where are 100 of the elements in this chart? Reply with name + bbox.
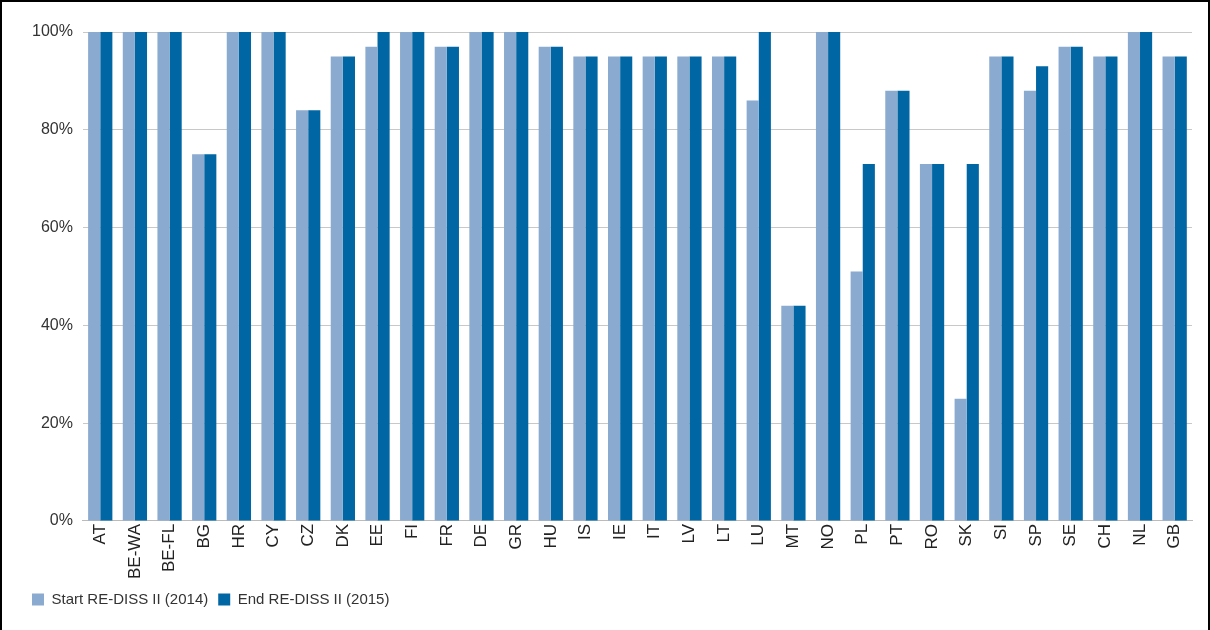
bar (1001, 56, 1014, 521)
y-tick-label: 20% (40, 413, 73, 431)
bar (642, 56, 655, 521)
bar (273, 32, 286, 521)
y-tick-label: 80% (40, 120, 73, 138)
bar (342, 56, 355, 521)
bar (793, 305, 806, 521)
bar (550, 46, 563, 521)
bar (204, 154, 217, 521)
bar (919, 164, 933, 521)
bar (850, 271, 863, 521)
bar (1140, 32, 1153, 521)
bar (1093, 56, 1106, 521)
bar (226, 32, 239, 521)
x-tick-label: HU (540, 523, 560, 549)
x-tick-label: LT (713, 523, 733, 543)
bar (169, 32, 182, 521)
x-tick-label: IE (609, 523, 629, 540)
x-tick-label: CH (1095, 523, 1115, 549)
bar (828, 32, 841, 521)
y-tick-label: 40% (40, 315, 73, 333)
bar (954, 398, 967, 521)
x-tick-label: PL (852, 523, 872, 545)
bar (585, 56, 598, 521)
bar (1058, 46, 1071, 521)
bar (238, 32, 252, 521)
bar (620, 56, 633, 521)
bar (296, 110, 309, 521)
bar (1127, 32, 1141, 521)
x-tick-label: LU (748, 523, 768, 546)
bar (446, 46, 459, 521)
bar (1036, 66, 1049, 521)
bar (122, 32, 135, 521)
x-tick-label: DE (471, 523, 491, 548)
x-tick-label: EE (367, 523, 387, 547)
bar (966, 164, 979, 521)
x-tick-label: CY (263, 523, 283, 548)
x-tick-label: HR (228, 523, 248, 549)
x-tick-label: SK (956, 523, 976, 547)
bar (100, 32, 113, 521)
bar (573, 56, 586, 521)
bar (711, 56, 725, 521)
bar (989, 56, 1002, 521)
bar (157, 32, 170, 521)
x-tick-label: FI (401, 523, 421, 540)
bar (330, 56, 343, 521)
bar (724, 56, 737, 521)
bar (481, 32, 494, 521)
bar (689, 56, 702, 521)
legend-label: End RE-DISS II (2015) (237, 589, 390, 607)
bar (608, 56, 621, 521)
bar (377, 32, 390, 521)
x-tick-label: NO (817, 523, 837, 550)
bar (365, 46, 378, 521)
x-tick-label: BG (193, 523, 213, 549)
x-tick-label: SI (991, 523, 1011, 540)
bar (815, 32, 829, 521)
bar (469, 32, 482, 521)
bar (1174, 56, 1187, 521)
y-tick-label: 0% (49, 511, 73, 529)
bar (932, 164, 945, 521)
bar (654, 56, 667, 521)
bar (1162, 56, 1175, 521)
x-tick-label: CZ (297, 523, 317, 547)
x-tick-label: IS (575, 523, 595, 540)
bar (885, 90, 898, 521)
bar (758, 32, 771, 521)
x-tick-label: RO (921, 523, 941, 550)
x-tick-label: DK (332, 523, 352, 548)
bar (862, 164, 875, 521)
bar (261, 32, 274, 521)
bar (1105, 56, 1118, 521)
bar (781, 305, 794, 521)
bar (746, 100, 759, 521)
x-tick-label: GR (505, 523, 525, 550)
bar (677, 56, 690, 521)
legend-label: Start RE-DISS II (2014) (51, 589, 209, 607)
x-tick-label: NL (1129, 523, 1149, 546)
bar (1023, 90, 1037, 521)
x-tick-label: LV (679, 523, 699, 544)
bar (1070, 46, 1083, 521)
x-tick-label: FR (436, 523, 456, 547)
bar (400, 32, 413, 521)
x-tick-label: MT (783, 523, 803, 549)
bar (516, 32, 529, 521)
bar (538, 46, 551, 521)
x-tick-label: SP (1025, 523, 1045, 547)
x-tick-label: BE-WA (124, 523, 144, 579)
x-tick-label: BE-FL (159, 523, 179, 573)
bar (192, 154, 205, 521)
bar (308, 110, 321, 521)
x-tick-label: PT (887, 523, 907, 546)
x-tick-label: GB (1164, 523, 1184, 549)
y-tick-label: 100% (32, 22, 73, 40)
bar (434, 46, 447, 521)
x-tick-label: SE (1060, 523, 1080, 547)
bar (134, 32, 148, 521)
x-tick-label: IT (644, 523, 664, 540)
bar (504, 32, 517, 521)
bar (897, 90, 910, 521)
